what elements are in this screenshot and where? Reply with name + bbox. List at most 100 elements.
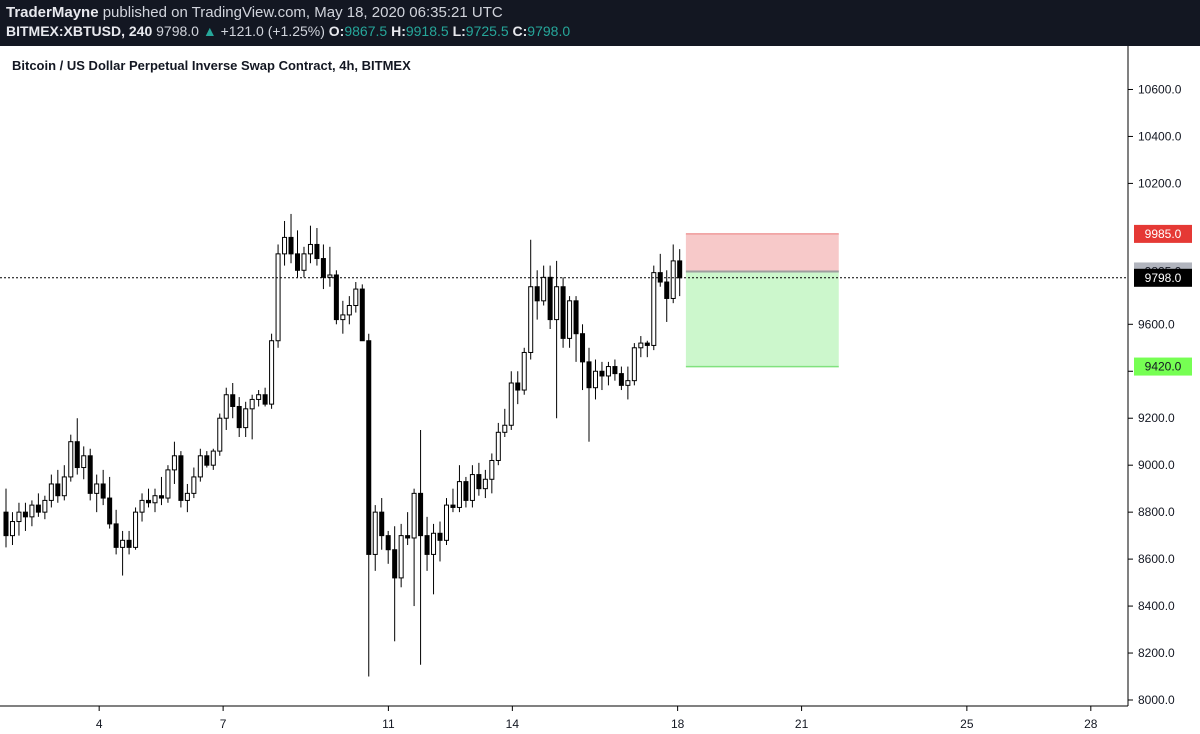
candle-body <box>48 483 54 501</box>
candle-body <box>139 499 145 513</box>
candle-body <box>599 370 605 377</box>
author-name[interactable]: TraderMayne <box>6 4 99 21</box>
candle-body <box>9 521 15 537</box>
candle-body <box>443 504 449 541</box>
x-tick-label: 21 <box>795 717 809 731</box>
candle-body <box>269 340 275 405</box>
current-price-badge <box>1134 268 1192 287</box>
open-value: 9867.5 <box>344 23 388 39</box>
publication-header: TraderMayne published on TradingView.com… <box>0 0 1200 46</box>
candle-body <box>94 483 100 494</box>
candle-body <box>528 286 534 353</box>
candle-body <box>133 511 139 548</box>
candle-body <box>55 483 61 497</box>
candle-body <box>651 272 657 346</box>
x-tick-label: 7 <box>220 717 227 731</box>
candle-body <box>398 535 404 579</box>
candle-body <box>489 459 495 480</box>
candle-body <box>158 495 164 499</box>
candle-body <box>178 455 184 501</box>
candle-body <box>42 499 48 513</box>
candlestick-chart[interactable]: 10600.010400.010200.09600.09400.09200.09… <box>0 46 1200 734</box>
open-label: O: <box>328 23 345 39</box>
low-label: L: <box>452 23 466 39</box>
candle-body <box>392 549 398 579</box>
candle-body <box>573 300 579 335</box>
published-text: published on TradingView.com, May 18, 20… <box>102 4 503 21</box>
candle-body <box>22 511 28 518</box>
candle-body <box>288 236 294 255</box>
candle-body <box>437 532 443 541</box>
candle-body <box>418 492 424 537</box>
candle-body <box>333 274 339 321</box>
candle-body <box>469 474 475 501</box>
take-profit-zone[interactable] <box>685 271 839 367</box>
y-tick-label: 8000.0 <box>1138 693 1175 707</box>
x-tick-label: 28 <box>1084 717 1098 731</box>
stop-loss-zone[interactable] <box>685 233 839 272</box>
y-tick-label: 10600.0 <box>1138 82 1182 96</box>
candle-body <box>184 492 190 501</box>
candle-body <box>385 535 391 551</box>
high-value: 9918.5 <box>405 23 449 39</box>
high-label: H: <box>391 23 406 39</box>
y-tick-label: 8600.0 <box>1138 552 1175 566</box>
candle-body <box>456 481 462 508</box>
candle-body <box>16 511 22 523</box>
candle-body <box>307 243 313 255</box>
candle-body <box>256 394 262 400</box>
candle-body <box>243 408 249 429</box>
candle-body <box>554 286 560 321</box>
candle-body <box>372 511 378 555</box>
candle-body <box>35 504 41 513</box>
candle-body <box>508 382 514 426</box>
candle-body <box>521 351 527 391</box>
candle-body <box>612 366 618 375</box>
candle-body <box>210 450 216 466</box>
candle-body <box>61 476 67 497</box>
candle-body <box>424 535 430 555</box>
close-label: C: <box>512 23 528 39</box>
candle-body <box>113 523 119 548</box>
x-tick-label: 25 <box>960 717 974 731</box>
candle-body <box>223 394 229 419</box>
candle-body <box>230 394 236 407</box>
candle-body <box>294 253 301 271</box>
y-tick-label: 10200.0 <box>1138 176 1182 190</box>
chart-area[interactable]: 10600.010400.010200.09600.09400.09200.09… <box>0 46 1200 734</box>
publication-info: TraderMayne published on TradingView.com… <box>6 4 503 21</box>
candle-body <box>664 281 670 299</box>
candle-body <box>631 347 637 382</box>
candle-body <box>68 441 74 478</box>
candle-body <box>476 474 482 490</box>
candle-body <box>126 539 132 548</box>
candle-body <box>534 286 540 302</box>
candle-body <box>677 260 683 279</box>
candle-body <box>450 504 456 508</box>
candle-body <box>236 405 242 429</box>
candle-body <box>346 305 352 316</box>
candle-body <box>547 276 553 321</box>
symbol-info: BITMEX:XBTUSD, 240 9798.0 ▲ +121.0 (+1.2… <box>6 23 570 39</box>
candle-body <box>586 361 592 389</box>
candle-body <box>605 366 611 377</box>
x-tick-label: 14 <box>506 717 520 731</box>
stop-price-label: 9985.0 <box>1145 227 1182 241</box>
candle-body <box>100 483 106 499</box>
candle-body <box>81 455 87 469</box>
current-price-label: 9798.0 <box>1145 271 1182 285</box>
candle-body <box>327 274 333 278</box>
y-tick-label: 9200.0 <box>1138 411 1175 425</box>
candle-body <box>431 532 437 555</box>
price-change: +121.0 (+1.25%) <box>220 23 325 39</box>
candle-body <box>262 394 268 405</box>
candle-body <box>379 511 385 537</box>
candle-body <box>638 342 644 349</box>
candle-body <box>670 260 676 299</box>
candle-body <box>74 441 80 469</box>
candle-body <box>580 333 586 363</box>
candle-body <box>644 342 650 346</box>
candle-body <box>625 380 631 386</box>
chart-background <box>0 46 1200 734</box>
candle-body <box>171 455 177 471</box>
